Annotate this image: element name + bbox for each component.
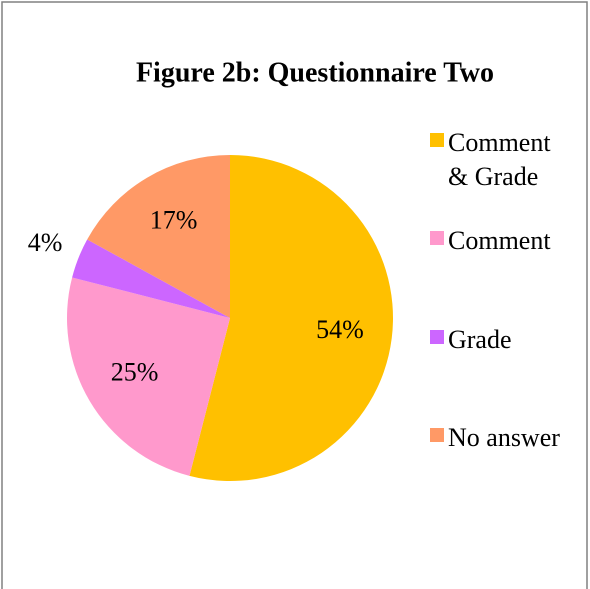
- data-label: 17%: [150, 206, 198, 235]
- legend-label: Comment: [448, 226, 551, 255]
- data-label: 4%: [28, 228, 63, 257]
- pie-slice: [189, 155, 393, 481]
- legend-swatch: [430, 330, 444, 344]
- data-label: 25%: [111, 357, 159, 386]
- legend-swatch: [430, 133, 444, 147]
- legend-label: No answer: [448, 423, 560, 452]
- legend-swatch: [430, 428, 444, 442]
- pie-slice: [87, 155, 230, 318]
- chart-title: Figure 2b: Questionnaire Two: [136, 57, 494, 88]
- data-label: 54%: [316, 315, 364, 344]
- pie-slice: [72, 239, 230, 318]
- legend-label: Grade: [448, 325, 512, 354]
- legend-label: Comment & Grade: [448, 128, 551, 191]
- legend-swatch: [430, 231, 444, 245]
- pie-slice: [66, 277, 230, 476]
